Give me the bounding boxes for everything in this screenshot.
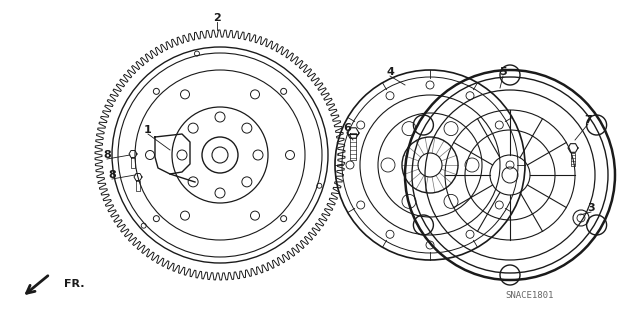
Text: 6: 6 xyxy=(343,123,351,133)
Text: 8: 8 xyxy=(108,170,116,180)
Text: 5: 5 xyxy=(499,67,507,77)
Text: FR.: FR. xyxy=(64,279,84,289)
Text: 8: 8 xyxy=(103,150,111,160)
Text: 7: 7 xyxy=(584,115,592,125)
Text: 2: 2 xyxy=(213,13,221,23)
Text: 3: 3 xyxy=(587,203,595,213)
Text: 1: 1 xyxy=(144,125,152,135)
Text: SNACE1801: SNACE1801 xyxy=(506,292,554,300)
Text: 4: 4 xyxy=(386,67,394,77)
